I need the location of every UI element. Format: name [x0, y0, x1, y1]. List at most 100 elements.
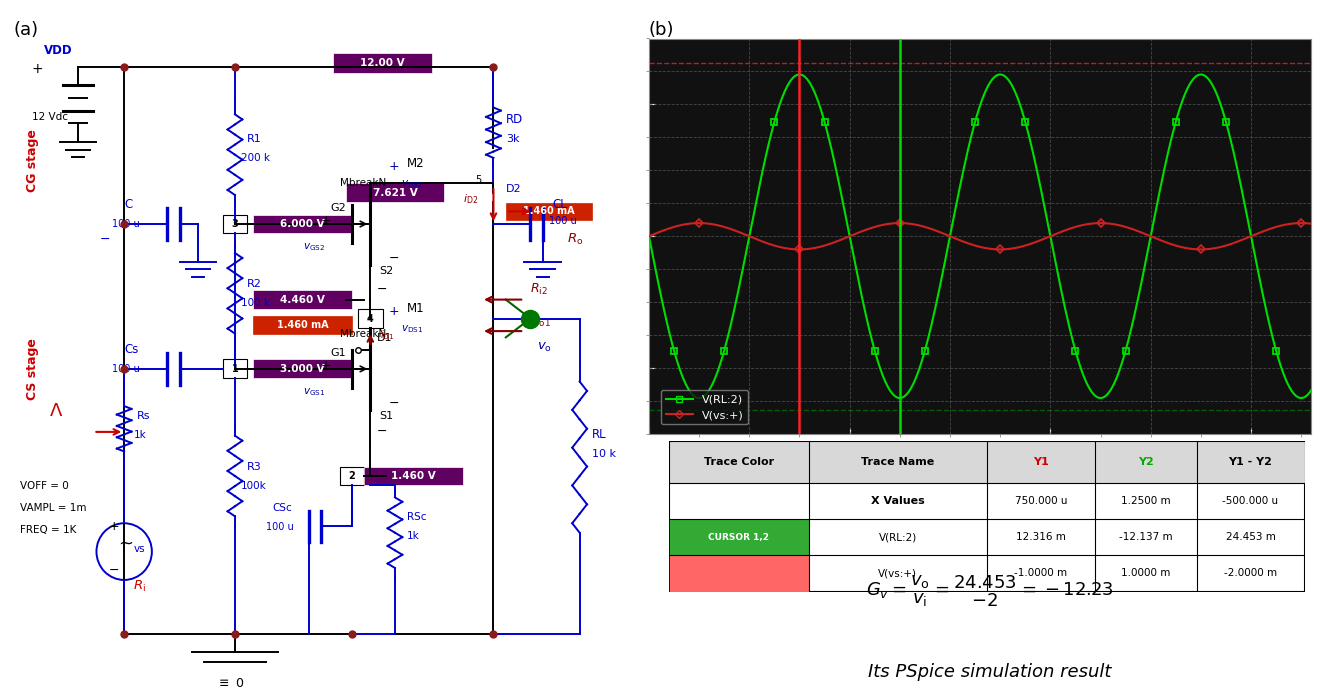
Bar — [359, 309, 383, 328]
X-axis label: Time: Time — [966, 454, 994, 468]
Text: 12.00 V: 12.00 V — [360, 58, 405, 69]
Text: CG stage: CG stage — [25, 130, 39, 192]
Text: 200 k: 200 k — [241, 153, 270, 163]
Text: Trace Color: Trace Color — [704, 457, 773, 467]
Text: 12.316 m: 12.316 m — [1016, 532, 1066, 542]
Text: (b): (b) — [649, 21, 674, 39]
Text: 1k: 1k — [134, 430, 146, 440]
Bar — [669, 519, 808, 555]
Text: 5: 5 — [475, 175, 482, 185]
Text: MbreakN: MbreakN — [340, 330, 385, 340]
Text: 1.2500 m: 1.2500 m — [1121, 496, 1171, 506]
Text: $i_\mathrm{D2}$: $i_\mathrm{D2}$ — [463, 192, 478, 206]
Text: ~: ~ — [118, 535, 132, 552]
Text: CURSOR 1,2: CURSOR 1,2 — [708, 533, 769, 542]
Text: 100 u: 100 u — [112, 219, 139, 229]
Text: −: − — [376, 425, 387, 438]
Text: FREQ = 1K: FREQ = 1K — [20, 525, 76, 535]
Text: CS stage: CS stage — [25, 338, 39, 400]
Text: S2: S2 — [380, 267, 393, 276]
Text: Y1 - Y2: Y1 - Y2 — [1228, 457, 1272, 467]
Text: -500.000 u: -500.000 u — [1223, 496, 1279, 506]
Text: 1.0000 m: 1.0000 m — [1121, 568, 1171, 578]
Text: $v_\mathrm{DS2}$: $v_\mathrm{DS2}$ — [401, 178, 423, 190]
Text: VAMPL = 1m: VAMPL = 1m — [20, 503, 86, 512]
Text: +: + — [108, 519, 119, 533]
Text: RSc: RSc — [407, 512, 427, 522]
Bar — [669, 555, 808, 592]
Text: $v_\mathrm{GS2}$: $v_\mathrm{GS2}$ — [302, 241, 325, 253]
Text: −: − — [376, 284, 387, 296]
Text: CL: CL — [553, 198, 567, 211]
Text: R2: R2 — [248, 279, 262, 289]
Text: M2: M2 — [407, 158, 425, 170]
Text: +: + — [32, 62, 43, 76]
Text: VOFF = 0: VOFF = 0 — [20, 481, 68, 491]
Text: 1.460 V: 1.460 V — [391, 471, 436, 481]
Bar — [253, 316, 352, 334]
Bar — [222, 360, 248, 378]
Text: 3: 3 — [231, 219, 238, 229]
Text: 100k: 100k — [241, 481, 266, 491]
Text: 10 k: 10 k — [591, 449, 615, 459]
Text: vs: vs — [134, 544, 145, 554]
Bar — [340, 467, 364, 486]
Text: $R_\mathrm{o1}$: $R_\mathrm{o1}$ — [530, 314, 551, 329]
Text: -2.0000 m: -2.0000 m — [1224, 568, 1276, 578]
Text: Trace Name: Trace Name — [862, 457, 934, 467]
Text: M1: M1 — [407, 302, 425, 315]
Bar — [506, 202, 591, 220]
Text: V(vs:+): V(vs:+) — [878, 568, 918, 578]
Text: $R_\mathrm{o}$: $R_\mathrm{o}$ — [567, 232, 583, 247]
Text: 4: 4 — [367, 314, 373, 323]
Text: Cs: Cs — [124, 343, 139, 356]
Bar — [364, 467, 463, 486]
Bar — [345, 183, 444, 202]
Text: $G_v = \dfrac{v_\mathrm{o}}{v_\mathrm{i}} = \dfrac{24.453}{-2} = -12.23$: $G_v = \dfrac{v_\mathrm{o}}{v_\mathrm{i}… — [866, 574, 1115, 609]
Text: G1: G1 — [330, 349, 347, 358]
Text: 6.000 V: 6.000 V — [281, 219, 325, 229]
Bar — [333, 53, 432, 74]
Text: +: + — [389, 305, 400, 318]
Text: (a): (a) — [13, 21, 39, 39]
Text: 750.000 u: 750.000 u — [1014, 496, 1066, 506]
Text: CSc: CSc — [272, 503, 292, 512]
Text: Its PSpice simulation result: Its PSpice simulation result — [868, 663, 1112, 681]
Text: R3: R3 — [248, 462, 262, 472]
Bar — [253, 290, 352, 309]
Text: 1: 1 — [231, 364, 238, 374]
Text: RL: RL — [591, 428, 606, 441]
Text: 3k: 3k — [506, 134, 519, 144]
Text: 100 u: 100 u — [266, 522, 293, 531]
Text: $i_\mathrm{D1}$: $i_\mathrm{D1}$ — [380, 329, 395, 342]
Text: 4.460 V: 4.460 V — [280, 295, 325, 304]
Text: 100 k: 100 k — [241, 298, 270, 308]
Text: −: − — [389, 397, 399, 410]
Text: D2: D2 — [506, 185, 522, 195]
Text: $v_\mathrm{GS1}$: $v_\mathrm{GS1}$ — [302, 386, 325, 398]
Text: VDD: VDD — [44, 44, 72, 57]
Text: +: + — [389, 160, 400, 174]
Text: V(RL:2): V(RL:2) — [879, 532, 917, 542]
Text: $R_\mathrm{i2}$: $R_\mathrm{i2}$ — [530, 282, 549, 298]
Text: 3.000 V: 3.000 V — [281, 364, 325, 374]
Text: G2: G2 — [330, 204, 347, 214]
Text: Rs: Rs — [136, 412, 150, 421]
Text: −: − — [389, 252, 399, 265]
Text: D1: D1 — [376, 332, 392, 342]
Bar — [253, 360, 352, 378]
Text: 1k: 1k — [407, 531, 420, 541]
Text: X Values: X Values — [871, 496, 925, 506]
Text: −: − — [108, 564, 119, 577]
Text: S1: S1 — [380, 412, 393, 421]
Text: MbreakN: MbreakN — [340, 178, 385, 188]
Text: R1: R1 — [248, 134, 262, 144]
Text: $\equiv$ 0: $\equiv$ 0 — [217, 677, 245, 690]
Text: $v_\mathrm{DS1}$: $v_\mathrm{DS1}$ — [401, 323, 423, 335]
Text: Y2: Y2 — [1137, 457, 1153, 467]
Text: -1.0000 m: -1.0000 m — [1014, 568, 1068, 578]
Text: Λ: Λ — [51, 402, 63, 420]
Legend: V(RL:2), V(vs:+): V(RL:2), V(vs:+) — [661, 390, 748, 424]
Text: 1.460 mA: 1.460 mA — [523, 206, 574, 216]
Bar — [669, 441, 1305, 483]
